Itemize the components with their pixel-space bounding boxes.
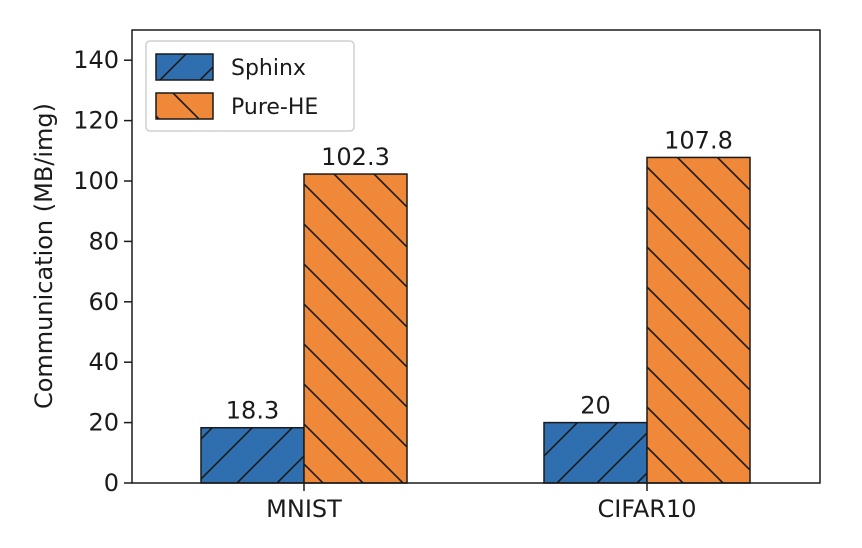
bar-value-label: 107.8	[664, 126, 733, 154]
y-tick-label: 100	[73, 167, 119, 195]
y-tick-label: 40	[88, 348, 119, 376]
bar-sphinx-cifar10-hatch	[543, 421, 648, 484]
y-axis: 0 20 40 60 80 100 120 140	[73, 46, 132, 497]
x-tick-label: CIFAR10	[597, 495, 696, 523]
legend-swatch-hatch	[155, 53, 214, 81]
bars-layer	[200, 156, 751, 484]
legend-swatch-hatch	[155, 92, 214, 120]
y-tick-label: 140	[73, 46, 119, 74]
y-axis-label: Communication (MB/img)	[30, 103, 58, 409]
bar-pure-he-cifar10-hatch	[646, 156, 751, 484]
bar-sphinx-mnist-hatch	[200, 426, 305, 484]
bar-value-label: 20	[580, 392, 611, 420]
bar-value-label: 102.3	[321, 143, 390, 171]
legend: Sphinx Pure-HE	[145, 40, 355, 132]
bar-pure-he-mnist-hatch	[303, 173, 408, 484]
x-tick-label: MNIST	[266, 495, 342, 523]
y-tick-label: 120	[73, 107, 119, 135]
bar-labels-layer: 18.3 102.3 20 107.8	[226, 126, 733, 424]
legend-label-sphinx: Sphinx	[231, 56, 306, 81]
plot-frame	[131, 29, 821, 484]
bar-value-label: 18.3	[226, 397, 279, 425]
legend-label-pure-he: Pure-HE	[231, 95, 318, 120]
y-tick-label: 60	[88, 288, 119, 316]
y-tick-label: 20	[88, 409, 119, 437]
y-tick-label: 0	[104, 469, 119, 497]
y-tick-label: 80	[88, 227, 119, 255]
x-axis: MNIST CIFAR10	[266, 483, 697, 523]
